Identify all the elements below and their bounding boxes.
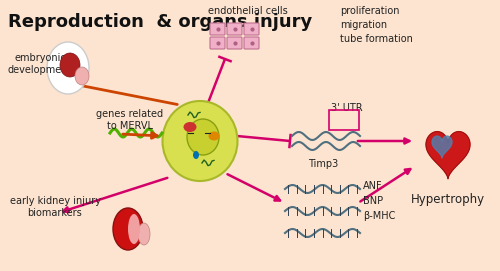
Ellipse shape <box>75 67 89 85</box>
Ellipse shape <box>60 53 80 77</box>
FancyBboxPatch shape <box>244 23 259 35</box>
Text: proliferation
migration
tube formation: proliferation migration tube formation <box>340 6 413 44</box>
Ellipse shape <box>128 214 140 244</box>
Ellipse shape <box>184 122 196 132</box>
Ellipse shape <box>187 119 219 155</box>
Text: endothelial cells: endothelial cells <box>208 6 288 16</box>
FancyBboxPatch shape <box>227 23 242 35</box>
Ellipse shape <box>138 223 150 245</box>
Text: early kidney injury
biomarkers: early kidney injury biomarkers <box>10 196 101 218</box>
FancyBboxPatch shape <box>227 37 242 49</box>
FancyBboxPatch shape <box>244 37 259 49</box>
Text: ANF
BNP
β-MHC: ANF BNP β-MHC <box>363 181 396 221</box>
Ellipse shape <box>208 131 220 140</box>
Text: Reproduction  & organs injury: Reproduction & organs injury <box>8 13 312 31</box>
Text: genes related
to MERVL: genes related to MERVL <box>96 109 164 131</box>
Text: 3' UTR: 3' UTR <box>331 103 363 113</box>
Ellipse shape <box>193 151 199 159</box>
Text: Timp3: Timp3 <box>308 159 338 169</box>
Polygon shape <box>432 136 452 158</box>
Polygon shape <box>426 132 470 179</box>
Text: Hypertrophy: Hypertrophy <box>411 193 485 206</box>
FancyBboxPatch shape <box>210 37 225 49</box>
Ellipse shape <box>162 101 238 181</box>
Text: embryonic
development: embryonic development <box>8 53 72 75</box>
Ellipse shape <box>113 208 143 250</box>
Ellipse shape <box>47 42 89 94</box>
FancyBboxPatch shape <box>210 23 225 35</box>
